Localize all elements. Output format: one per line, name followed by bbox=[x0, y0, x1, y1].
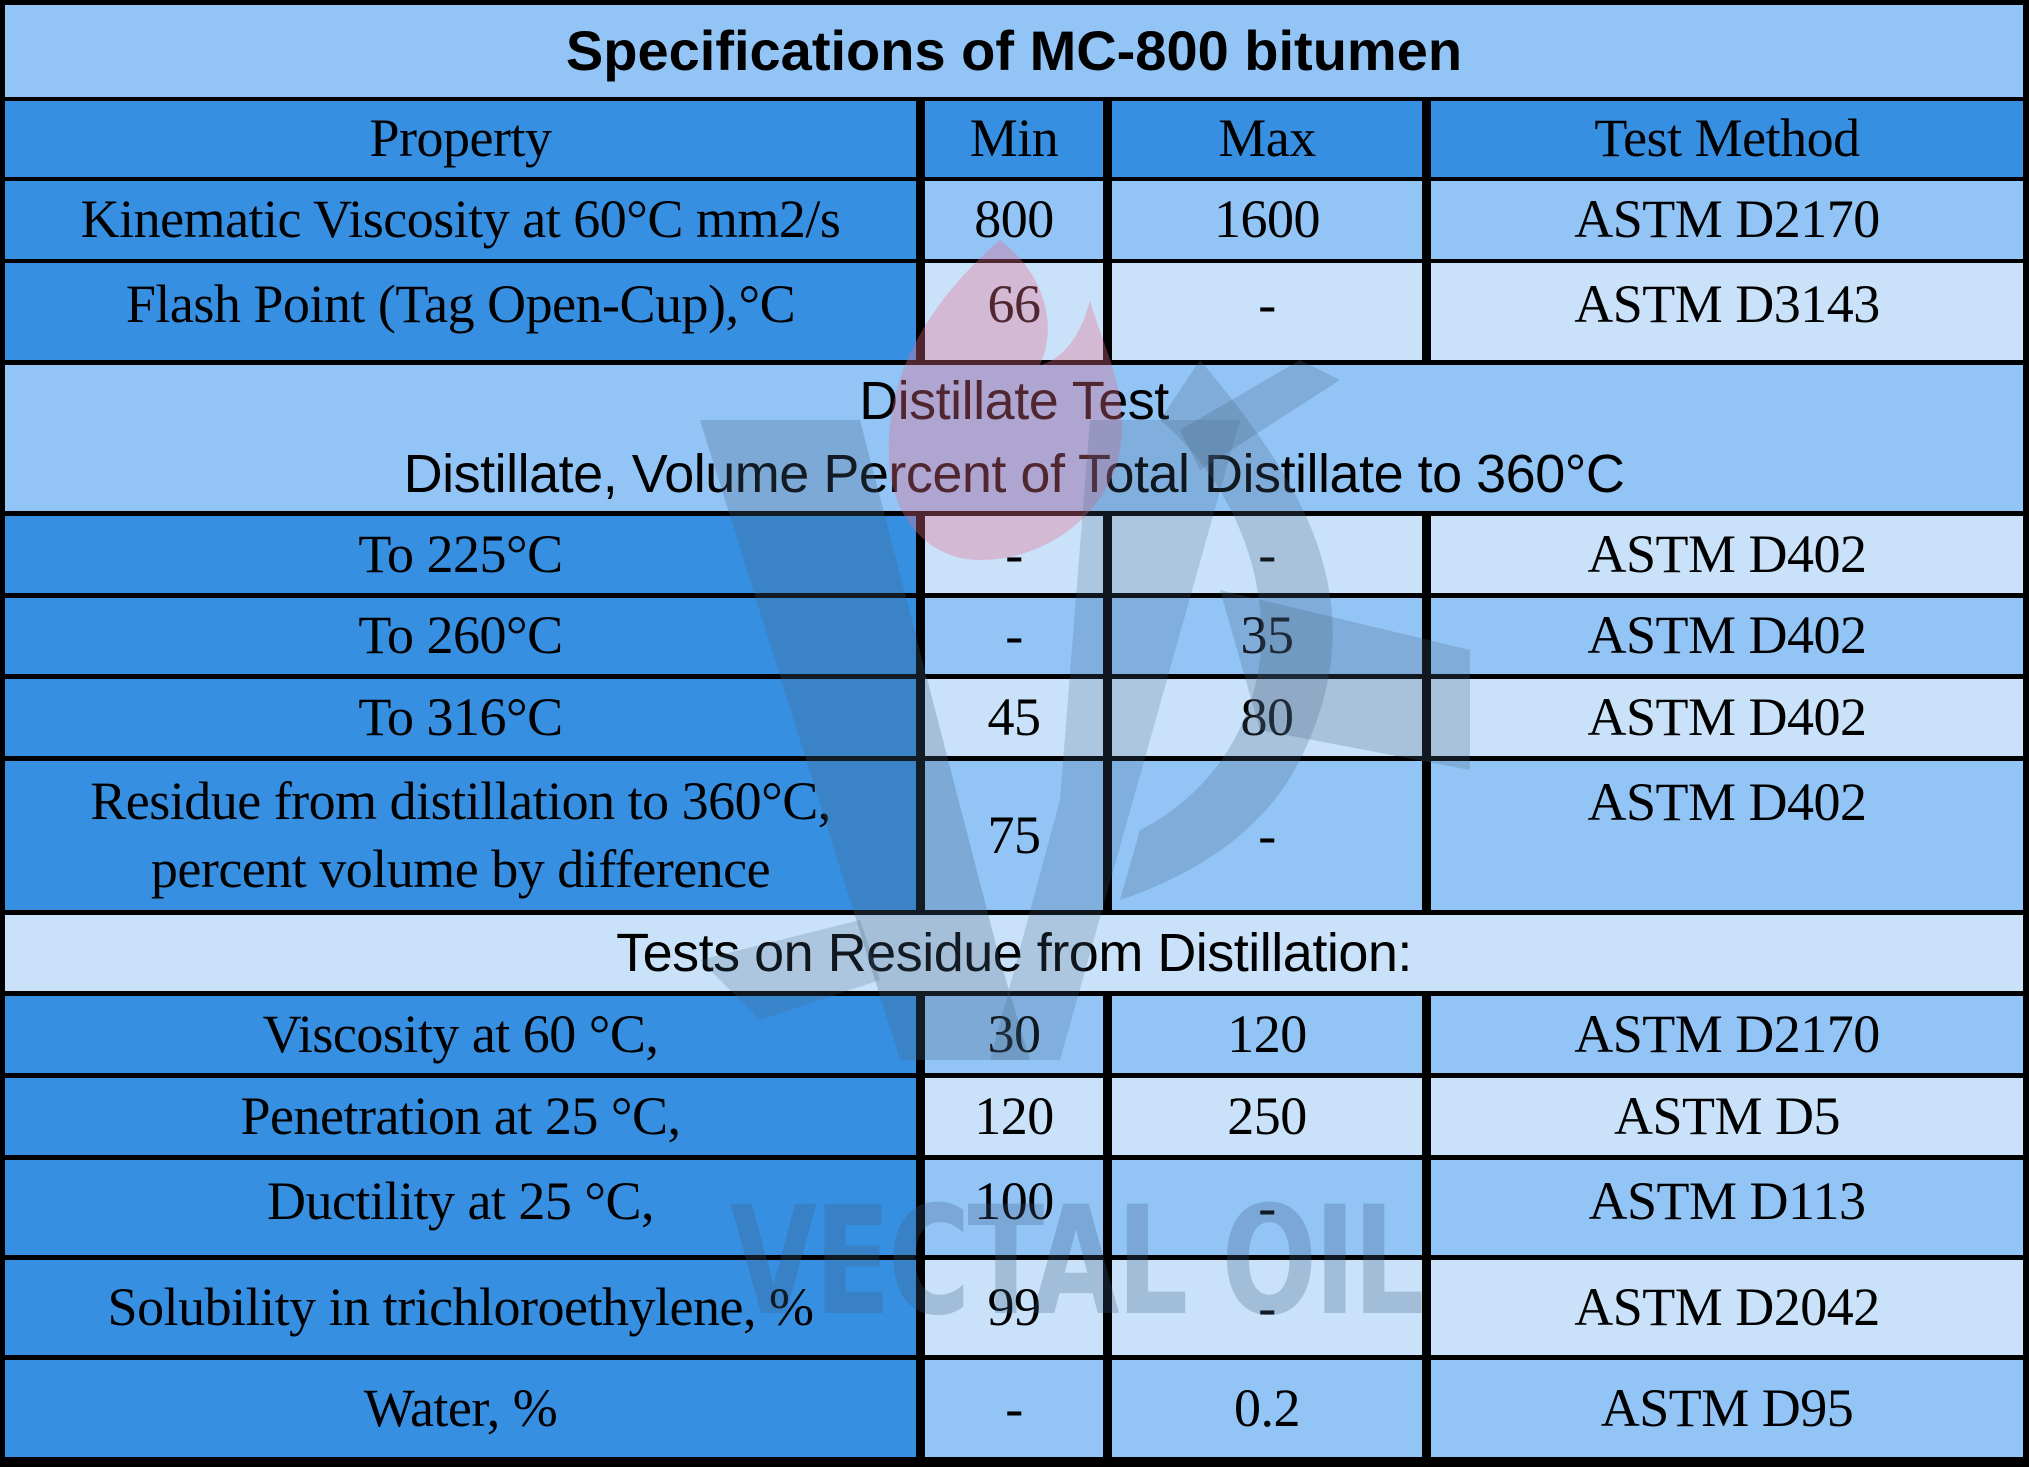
row-solubility-max: - bbox=[1112, 1260, 1422, 1355]
row-flash-point-min: 66 bbox=[925, 263, 1103, 360]
row-flash-point-property: Flash Point (Tag Open-Cup),°C bbox=[5, 263, 916, 360]
row-to-316-min: 45 bbox=[925, 679, 1103, 756]
header-max: Max bbox=[1112, 101, 1422, 177]
row-to-260-test: ASTM D402 bbox=[1431, 598, 2023, 674]
row-water-min: - bbox=[925, 1360, 1103, 1457]
row-residue-property-line1: Residue from distillation to 360°C, bbox=[90, 771, 831, 831]
row-penetration-property: Penetration at 25 °C, bbox=[5, 1078, 916, 1155]
row-to-316-max: 80 bbox=[1112, 679, 1422, 756]
row-kinematic-viscosity-test: ASTM D2170 bbox=[1431, 181, 2023, 259]
row-ductility-max: - bbox=[1112, 1160, 1422, 1255]
row-viscosity-property: Viscosity at 60 °C, bbox=[5, 996, 916, 1073]
row-viscosity-test: ASTM D2170 bbox=[1431, 996, 2023, 1073]
row-water-test: ASTM D95 bbox=[1431, 1360, 2023, 1457]
row-ductility-test: ASTM D113 bbox=[1431, 1160, 2023, 1255]
row-to-225-max: - bbox=[1112, 516, 1422, 593]
row-to-225-min: - bbox=[925, 516, 1103, 593]
row-residue-min: 75 bbox=[925, 761, 1103, 910]
row-to-316-test: ASTM D402 bbox=[1431, 679, 2023, 756]
row-viscosity-max: 120 bbox=[1112, 996, 1422, 1073]
row-residue-property-line2: percent volume by difference bbox=[150, 838, 771, 899]
row-water-max: 0.2 bbox=[1112, 1360, 1422, 1457]
header-test-method: Test Method bbox=[1431, 101, 2023, 177]
row-flash-point-test: ASTM D3143 bbox=[1431, 263, 2023, 360]
row-to-225-property: To 225°C bbox=[5, 516, 916, 593]
row-to-260-property: To 260°C bbox=[5, 598, 916, 674]
distillate-section-subtitle: Distillate, Volume Percent of Total Dist… bbox=[403, 444, 1625, 504]
row-to-260-min: - bbox=[925, 598, 1103, 674]
row-kinematic-viscosity-max: 1600 bbox=[1112, 181, 1422, 259]
table-title: Specifications of MC-800 bitumen bbox=[5, 5, 2023, 97]
row-ductility-min: 100 bbox=[925, 1160, 1103, 1255]
row-viscosity-min: 30 bbox=[925, 996, 1103, 1073]
row-residue-property: Residue from distillation to 360°C, perc… bbox=[5, 761, 916, 910]
row-penetration-min: 120 bbox=[925, 1078, 1103, 1155]
row-to-225-test: ASTM D402 bbox=[1431, 516, 2023, 593]
header-property: Property bbox=[5, 101, 916, 177]
row-kinematic-viscosity-property: Kinematic Viscosity at 60°C mm2/s bbox=[5, 181, 916, 259]
row-kinematic-viscosity-min: 800 bbox=[925, 181, 1103, 259]
distillate-section-title: Distillate Test bbox=[859, 371, 1169, 432]
distillate-section-header: Distillate Test Distillate, Volume Perce… bbox=[5, 365, 2023, 511]
row-solubility-test: ASTM D2042 bbox=[1431, 1260, 2023, 1355]
row-penetration-test: ASTM D5 bbox=[1431, 1078, 2023, 1155]
row-residue-max: - bbox=[1112, 761, 1422, 910]
row-to-260-max: 35 bbox=[1112, 598, 1422, 674]
row-solubility-property: Solubility in trichloroethylene, % bbox=[5, 1260, 916, 1355]
row-to-316-property: To 316°C bbox=[5, 679, 916, 756]
row-residue-test: ASTM D402 bbox=[1431, 761, 2023, 910]
row-solubility-min: 99 bbox=[925, 1260, 1103, 1355]
residue-section-header: Tests on Residue from Distillation: bbox=[5, 915, 2023, 991]
row-water-property: Water, % bbox=[5, 1360, 916, 1457]
row-ductility-property: Ductility at 25 °C, bbox=[5, 1160, 916, 1255]
row-flash-point-max: - bbox=[1112, 263, 1422, 360]
row-penetration-max: 250 bbox=[1112, 1078, 1422, 1155]
header-min: Min bbox=[925, 101, 1103, 177]
